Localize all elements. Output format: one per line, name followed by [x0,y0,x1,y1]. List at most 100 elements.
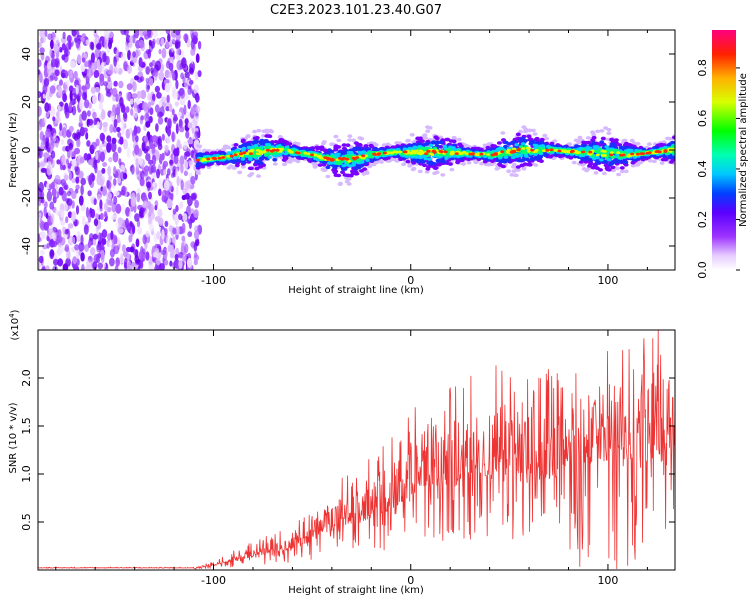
noise-speckle [89,233,94,241]
signal-cell [277,153,282,157]
noise-speckle [40,50,45,61]
noise-speckle [90,208,96,219]
noise-speckle [161,229,165,240]
signal-cell [360,160,365,164]
signal-cell [530,128,536,133]
noise-speckle [64,79,70,86]
signal-cell [267,155,272,159]
noise-speckle [46,61,52,70]
noise-speckle [95,225,99,236]
noise-speckle [193,229,200,240]
noise-speckle [162,163,166,171]
noise-speckle [38,146,41,157]
signal-cell [533,146,538,150]
noise-speckle [78,121,83,128]
noise-speckle [181,57,187,69]
noise-speckle [76,129,81,140]
noise-speckle [113,118,118,128]
noise-speckle [117,131,122,138]
noise-speckle [164,144,169,153]
noise-speckle [156,168,160,179]
noise-speckle [101,238,107,246]
noise-speckle [139,76,145,82]
noise-speckle [86,259,92,268]
noise-speckle [91,141,97,150]
noise-speckle [46,242,50,249]
noise-speckle [169,260,173,267]
signal-cell [618,145,624,150]
noise-speckle [185,130,190,139]
noise-speckle [61,190,67,202]
noise-speckle [138,57,143,68]
noise-speckle [179,126,185,133]
signal-cell [651,159,657,164]
noise-speckle [79,99,84,111]
noise-speckle [72,256,78,265]
noise-speckle [108,31,114,39]
signal-cell [258,156,264,161]
noise-speckle [145,77,149,84]
noise-speckle [107,138,112,150]
noise-speckle [171,131,175,143]
signal-cell [518,154,524,158]
signal-cell [599,129,605,133]
signal-cell [611,142,617,147]
noise-speckle [59,122,63,131]
noise-speckle [160,96,167,103]
signal-cell [417,136,423,141]
signal-cell [427,126,433,130]
noise-speckle [78,242,85,252]
noise-speckle [183,104,187,115]
noise-speckle [187,139,194,145]
noise-speckle [183,170,188,177]
signal-cell [591,135,597,140]
noise-speckle [181,235,186,242]
signal-cell [431,140,437,144]
noise-speckle [183,141,188,150]
signal-cell [347,134,353,138]
noise-speckle [71,105,77,116]
signal-cell [600,136,606,141]
noise-speckle [95,213,99,219]
noise-speckle [38,41,42,48]
noise-speckle [61,127,67,138]
noise-speckle [125,246,132,253]
signal-cell [497,163,503,167]
noise-speckle [179,201,184,209]
noise-speckle [145,120,151,128]
noise-speckle [184,92,189,100]
noise-speckle [102,162,107,167]
signal-cell [405,139,411,143]
noise-speckle [151,172,157,180]
noise-speckle [148,224,155,232]
noise-speckle [119,136,124,145]
noise-speckle [142,234,147,245]
noise-speckle [68,171,72,181]
noise-speckle [124,257,128,269]
noise-speckle [62,31,66,40]
noise-speckle [53,42,59,54]
noise-speckle [154,85,160,93]
signal-cell [267,134,273,139]
noise-speckle [78,195,84,206]
signal-cell [416,160,422,164]
noise-speckle [40,161,46,167]
signal-cell [433,146,438,150]
noise-speckle [140,89,147,100]
noise-speckle [129,35,133,43]
noise-speckle [98,102,104,111]
noise-speckle [89,41,94,50]
noise-speckle [184,79,189,90]
noise-speckle [155,123,159,132]
signal-cell [405,159,411,164]
noise-speckle [106,192,112,201]
noise-speckle [191,193,197,201]
noise-speckle [57,246,62,256]
signal-cell [445,137,451,142]
noise-speckle [197,40,202,50]
noise-speckle [64,184,69,191]
noise-speckle [80,184,84,196]
noise-speckle [80,177,86,186]
noise-speckle [82,72,87,79]
